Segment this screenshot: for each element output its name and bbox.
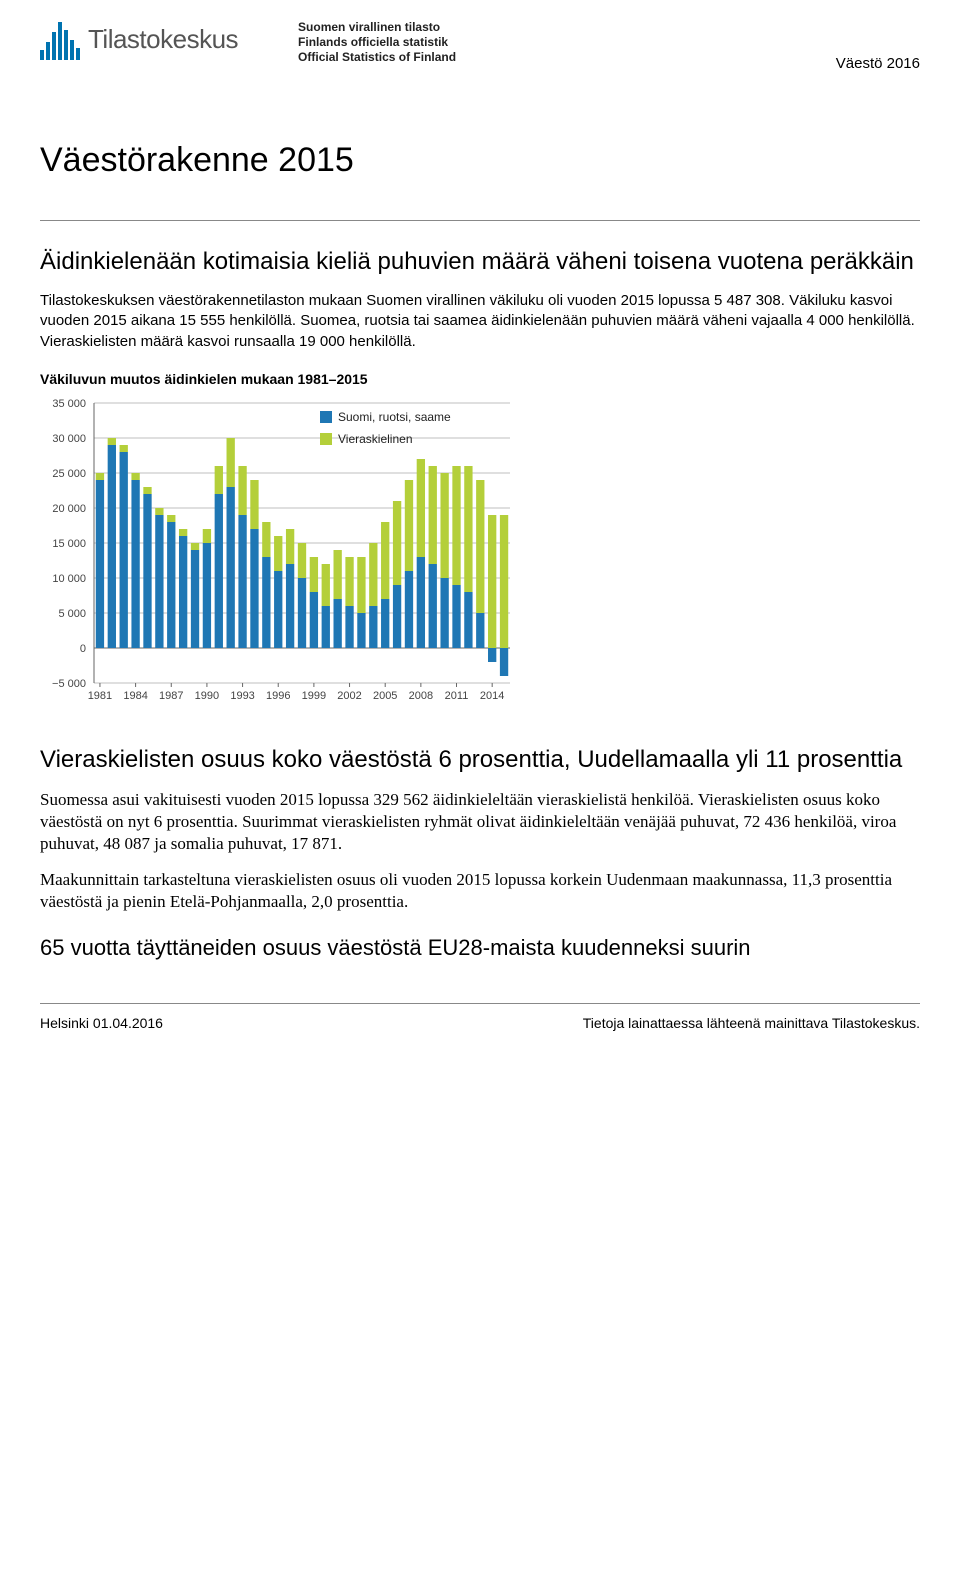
logo-bars-icon	[40, 20, 80, 60]
svg-text:1999: 1999	[302, 690, 326, 702]
footer-attribution: Tietoja lainattaessa lähteenä mainittava…	[583, 1014, 920, 1033]
svg-text:5 000: 5 000	[58, 608, 86, 620]
chart-title: Väkiluvun muutos äidinkielen mukaan 1981…	[40, 370, 920, 389]
svg-text:25 000: 25 000	[52, 468, 86, 480]
svg-text:20 000: 20 000	[52, 503, 86, 515]
svg-text:35 000: 35 000	[52, 398, 86, 410]
svg-text:2014: 2014	[480, 690, 504, 702]
svg-text:1987: 1987	[159, 690, 183, 702]
svg-text:Vieraskielinen: Vieraskielinen	[338, 432, 413, 446]
population-change-chart: −5 000 0 5 000 10 000 15 000 20 000 25 000 30 0…	[40, 393, 520, 713]
svg-text:Suomi, ruotsi, saame: Suomi, ruotsi, saame	[338, 410, 451, 424]
section-heading: 65 vuotta täyttäneiden osuus väestöstä E…	[40, 933, 920, 963]
category-label: Väestö 2016	[836, 20, 920, 74]
page-title: Väestörakenne 2015	[40, 138, 920, 184]
svg-text:1990: 1990	[195, 690, 219, 702]
svg-text:1996: 1996	[266, 690, 290, 702]
official-line: Official Statistics of Finland	[298, 50, 456, 65]
svg-text:1984: 1984	[123, 690, 147, 702]
svg-text:−5 000: −5 000	[52, 678, 86, 690]
svg-text:10 000: 10 000	[52, 573, 86, 585]
official-line: Suomen virallinen tilasto	[298, 20, 456, 35]
svg-text:2002: 2002	[337, 690, 361, 702]
svg-text:2005: 2005	[373, 690, 397, 702]
logo-text: Tilastokeskus	[88, 22, 238, 57]
intro-paragraph: Tilastokeskuksen väestörakennetilaston m…	[40, 291, 920, 352]
subtitle: Äidinkielenään kotimaisia kieliä puhuvie…	[40, 247, 920, 277]
page-footer: Helsinki 01.04.2016 Tietoja lainattaessa…	[40, 1003, 920, 1049]
footer-date: Helsinki 01.04.2016	[40, 1014, 163, 1033]
svg-text:2008: 2008	[409, 690, 433, 702]
svg-text:2011: 2011	[445, 690, 469, 702]
svg-text:15 000: 15 000	[52, 538, 86, 550]
logo: Tilastokeskus	[40, 20, 238, 60]
chart-svg: −5 000 0 5 000 10 000 15 000 20 000 25 000 30 0…	[40, 393, 520, 713]
body-paragraph: Maakunnittain tarkasteltuna vieraskielis…	[40, 869, 920, 913]
divider	[40, 220, 920, 221]
svg-text:1993: 1993	[230, 690, 254, 702]
page-header: Tilastokeskus Suomen virallinen tilasto …	[40, 20, 920, 74]
official-line: Finlands officiella statistik	[298, 35, 456, 50]
svg-text:30 000: 30 000	[52, 433, 86, 445]
body-paragraph: Suomessa asui vakituisesti vuoden 2015 l…	[40, 789, 920, 855]
official-statistics-label: Suomen virallinen tilasto Finlands offic…	[298, 20, 456, 65]
section-heading: Vieraskielisten osuus koko väestöstä 6 p…	[40, 745, 920, 775]
svg-text:0: 0	[80, 643, 86, 655]
svg-text:1981: 1981	[88, 690, 112, 702]
